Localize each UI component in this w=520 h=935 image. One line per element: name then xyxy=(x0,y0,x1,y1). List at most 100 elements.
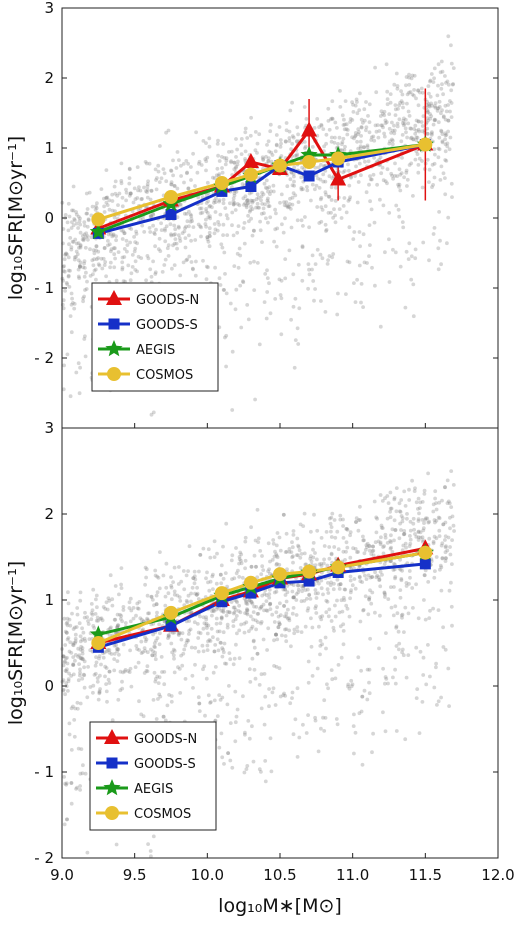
scatter-point xyxy=(346,199,351,203)
scatter-point xyxy=(270,690,275,695)
scatter-point xyxy=(261,158,266,162)
scatter-point xyxy=(80,657,85,661)
scatter-point xyxy=(89,617,94,622)
scatter-point xyxy=(176,582,181,586)
scatter-point xyxy=(360,762,365,767)
scatter-point xyxy=(235,147,240,152)
scatter-point xyxy=(187,254,192,259)
scatter-point xyxy=(78,634,83,639)
scatter-point xyxy=(319,578,324,583)
scatter-point xyxy=(389,559,393,563)
scatter-point xyxy=(440,140,445,145)
scatter-point xyxy=(197,161,201,166)
scatter-point xyxy=(276,625,281,630)
scatter-point xyxy=(272,239,276,244)
scatter-point xyxy=(414,535,419,539)
scatter-point xyxy=(321,172,326,177)
scatter-point xyxy=(92,626,97,630)
scatter-point xyxy=(253,130,258,134)
scatter-point xyxy=(365,541,370,546)
scatter-point xyxy=(396,629,401,634)
scatter-point xyxy=(151,632,156,637)
scatter-point xyxy=(63,781,68,786)
scatter-point xyxy=(204,141,208,146)
scatter-point xyxy=(244,599,249,604)
scatter-point xyxy=(342,117,346,122)
scatter-point xyxy=(237,203,242,208)
scatter-point xyxy=(234,546,238,550)
scatter-point xyxy=(65,282,70,287)
scatter-point xyxy=(402,532,407,537)
scatter-point xyxy=(445,241,449,246)
scatter-point xyxy=(214,616,219,621)
scatter-point xyxy=(432,575,437,580)
scatter-point xyxy=(445,548,450,553)
scatter-point xyxy=(389,506,394,511)
scatter-point xyxy=(179,174,184,178)
scatter-point xyxy=(404,83,408,88)
scatter-point xyxy=(338,105,343,109)
scatter-point xyxy=(160,670,164,674)
scatter-point xyxy=(138,188,143,193)
scatter-point xyxy=(133,197,138,202)
scatter-point xyxy=(104,196,109,200)
scatter-point xyxy=(325,599,330,604)
scatter-point xyxy=(76,654,80,659)
scatter-point xyxy=(243,730,247,735)
scatter-point xyxy=(319,562,324,566)
scatter-point xyxy=(206,580,210,585)
scatter-point xyxy=(388,139,392,144)
scatter-point xyxy=(230,223,234,228)
scatter-point xyxy=(215,629,220,634)
scatter-point xyxy=(287,129,292,134)
scatter-point xyxy=(427,102,431,106)
scatter-point xyxy=(147,611,152,616)
scatter-point xyxy=(238,253,243,258)
x-tick-label: 9.5 xyxy=(123,866,147,884)
scatter-point xyxy=(269,159,274,164)
scatter-point xyxy=(71,301,75,305)
scatter-point xyxy=(197,159,202,164)
scatter-point xyxy=(213,200,218,205)
scatter-point xyxy=(214,581,219,586)
scatter-point xyxy=(439,59,444,64)
scatter-point xyxy=(365,545,369,549)
scatter-point xyxy=(383,592,387,597)
scatter-point xyxy=(272,554,277,559)
scatter-point xyxy=(184,159,189,163)
scatter-point xyxy=(189,591,194,596)
scatter-point xyxy=(159,221,164,226)
scatter-point xyxy=(227,150,231,154)
scatter-point xyxy=(399,514,404,518)
scatter-point xyxy=(350,135,354,140)
scatter-point xyxy=(332,140,337,145)
scatter-point xyxy=(237,555,242,559)
scatter-point xyxy=(291,533,296,537)
scatter-point xyxy=(399,99,404,103)
scatter-point xyxy=(70,220,74,225)
scatter-point xyxy=(391,675,395,680)
scatter-point xyxy=(233,208,238,212)
scatter-point xyxy=(274,244,279,249)
scatter-point xyxy=(139,197,144,202)
scatter-point xyxy=(71,663,75,667)
scatter-point xyxy=(361,232,366,237)
y-tick-label: - 2 xyxy=(34,849,54,867)
scatter-point xyxy=(219,563,224,568)
scatter-point xyxy=(245,198,250,203)
scatter-point xyxy=(422,521,426,525)
scatter-point xyxy=(393,528,398,532)
scatter-point xyxy=(170,266,174,271)
scatter-point xyxy=(411,137,416,142)
scatter-point xyxy=(431,606,435,611)
scatter-point xyxy=(325,587,330,592)
scatter-point xyxy=(402,121,407,126)
scatter-point xyxy=(120,679,124,684)
scatter-point xyxy=(425,110,430,115)
scatter-point xyxy=(414,582,418,587)
scatter-point xyxy=(84,235,88,239)
scatter-point xyxy=(412,93,416,98)
scatter-point xyxy=(387,280,392,284)
scatter-point xyxy=(218,640,223,645)
scatter-point xyxy=(443,647,448,652)
